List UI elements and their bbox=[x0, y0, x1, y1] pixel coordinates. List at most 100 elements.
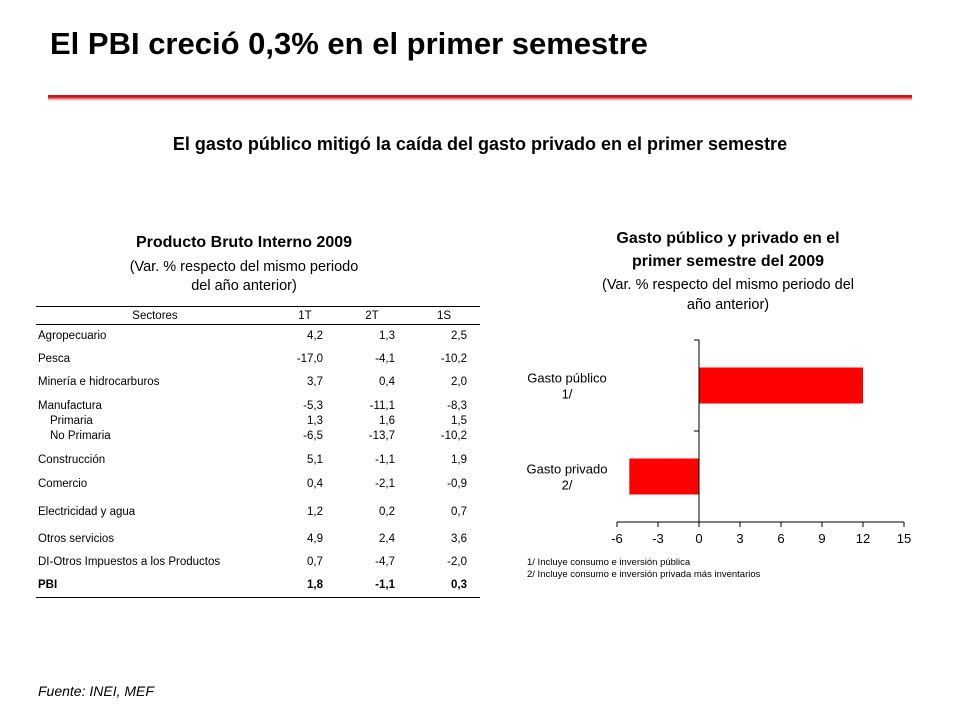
sector-label: Manufactura bbox=[38, 400, 102, 412]
sector-name-cell: Minería e hidrocarburos bbox=[36, 371, 274, 394]
value-cell: -5,3 1,3 -6,5 bbox=[274, 394, 336, 448]
value: 0,4 bbox=[379, 376, 395, 388]
page-title: El PBI creció 0,3% en el primer semestre bbox=[50, 26, 648, 61]
subsector-label: No Primaria bbox=[50, 430, 111, 442]
table-row: Minería e hidrocarburos 3,7 0,4 2,0 bbox=[36, 371, 480, 394]
value: -10,2 bbox=[440, 430, 467, 442]
value: 2,4 bbox=[379, 533, 395, 545]
value-cell: 4,9 bbox=[274, 524, 336, 551]
value: -17,0 bbox=[296, 353, 323, 365]
table-total-row: PBI 1,8 -1,1 0,3 bbox=[36, 574, 480, 598]
sector-label: Agropecuario bbox=[38, 330, 107, 342]
value: 0,7 bbox=[307, 556, 323, 568]
value: 2,0 bbox=[451, 376, 467, 388]
value: 1,3 bbox=[307, 415, 323, 427]
value: 3,7 bbox=[307, 376, 323, 388]
value-cell: 2,0 bbox=[408, 371, 480, 394]
x-tick-label: -6 bbox=[611, 531, 623, 546]
value-cell: -10,2 bbox=[408, 348, 480, 371]
sector-label: DI-Otros Impuestos a los Productos bbox=[38, 556, 221, 568]
table-row: Comercio 0,4 -2,1 -0,9 bbox=[36, 472, 480, 496]
subsector-label: Primaria bbox=[50, 415, 93, 427]
value: 3,6 bbox=[451, 533, 467, 545]
value-cell: 1,9 bbox=[408, 448, 480, 472]
category-label: Gasto privado bbox=[527, 462, 608, 477]
table-subtitle: (Var. % respecto del mismo periodo del a… bbox=[40, 258, 448, 296]
chart-subtitle: (Var. % respecto del mismo periodo del a… bbox=[556, 275, 900, 315]
value: 0,4 bbox=[307, 478, 323, 490]
value-cell: 3,7 bbox=[274, 371, 336, 394]
value-cell: 0,7 bbox=[274, 551, 336, 574]
sector-name-cell: Electricidad y agua bbox=[36, 496, 274, 524]
value-cell: 3,6 bbox=[408, 524, 480, 551]
table-row: Electricidad y agua 1,2 0,2 0,7 bbox=[36, 496, 480, 524]
header-2t: 2T bbox=[336, 306, 408, 325]
x-tick-label: 15 bbox=[897, 531, 911, 546]
sector-label: Electricidad y agua bbox=[38, 506, 136, 518]
table-row: Otros servicios 4,9 2,4 3,6 bbox=[36, 524, 480, 551]
value-cell: -2,1 bbox=[336, 472, 408, 496]
sector-label: Construcción bbox=[38, 454, 106, 466]
sector-label: Otros servicios bbox=[38, 533, 115, 545]
value: 0,7 bbox=[451, 506, 467, 518]
x-tick-label: 3 bbox=[736, 531, 743, 546]
x-tick-label: 9 bbox=[818, 531, 825, 546]
value: 2,5 bbox=[451, 330, 467, 342]
value: -0,9 bbox=[447, 478, 467, 490]
value: 1,3 bbox=[379, 330, 395, 342]
table-row: Agropecuario 4,2 1,3 2,5 bbox=[36, 325, 480, 349]
value: -4,1 bbox=[375, 353, 395, 365]
value-cell: -1,1 bbox=[336, 448, 408, 472]
value-cell: 2,5 bbox=[408, 325, 480, 349]
sector-name-cell: Agropecuario bbox=[36, 325, 274, 349]
value-cell: 0,2 bbox=[336, 496, 408, 524]
value: 1,2 bbox=[307, 506, 323, 518]
value: 5,1 bbox=[307, 454, 323, 466]
chart-footnote: 1/ Incluye consumo e inversión pública bbox=[527, 557, 691, 568]
value: -13,7 bbox=[368, 430, 395, 442]
value-cell: 5,1 bbox=[274, 448, 336, 472]
total-value: 1,8 bbox=[274, 574, 336, 598]
value: 1,6 bbox=[379, 415, 395, 427]
sector-name-cell: DI-Otros Impuestos a los Productos bbox=[36, 551, 274, 574]
total-label: PBI bbox=[36, 574, 274, 598]
header-1t: 1T bbox=[274, 306, 336, 325]
bar-1 bbox=[629, 458, 699, 495]
value: -1,1 bbox=[375, 454, 395, 466]
sector-label: Comercio bbox=[38, 478, 88, 490]
table-row: Manufactura Primaria No Primaria -5,3 1,3 -6,… bbox=[36, 394, 480, 448]
chart-title-line2: primer semestre del 2009 bbox=[631, 253, 825, 270]
header-sectores: Sectores bbox=[36, 306, 274, 325]
value: -4,7 bbox=[375, 556, 395, 568]
value-cell: -17,0 bbox=[274, 348, 336, 371]
x-tick-label: 12 bbox=[856, 531, 870, 546]
table-row: Construcción 5,1 -1,1 1,9 bbox=[36, 448, 480, 472]
table-title: Producto Bruto Interno 2009 bbox=[135, 234, 353, 251]
value-cell: -11,1 1,6 -13,7 bbox=[336, 394, 408, 448]
value: -11,1 bbox=[369, 400, 395, 412]
value-cell: -2,0 bbox=[408, 551, 480, 574]
value-cell: 4,2 bbox=[274, 325, 336, 349]
value: 1,5 bbox=[451, 415, 467, 427]
value: -2,0 bbox=[447, 556, 467, 568]
sector-table: Sectores 1T 2T 1S Agropecuario 4,2 1,3 2,5 P… bbox=[36, 306, 480, 598]
value-cell: 0,4 bbox=[274, 472, 336, 496]
x-tick-label: 6 bbox=[777, 531, 784, 546]
value-cell: 2,4 bbox=[336, 524, 408, 551]
value: 4,2 bbox=[307, 330, 323, 342]
value-cell: -0,9 bbox=[408, 472, 480, 496]
total-value: -1,1 bbox=[336, 574, 408, 598]
header-1s: 1S bbox=[408, 306, 480, 325]
chart-footnote: 2/ Incluye consumo e inversión privada m… bbox=[527, 569, 761, 580]
chart-subtitle-line2: año anterior) bbox=[686, 297, 770, 313]
value: 4,9 bbox=[307, 533, 323, 545]
value: -5,3 bbox=[303, 400, 323, 412]
value: -10,2 bbox=[440, 353, 467, 365]
value: -2,1 bbox=[375, 478, 395, 490]
table-row: Pesca -17,0 -4,1 -10,2 bbox=[36, 348, 480, 371]
table-row: DI-Otros Impuestos a los Productos 0,7 -4,… bbox=[36, 551, 480, 574]
category-label: Gasto público bbox=[527, 371, 607, 386]
table-subtitle-line2: del año anterior) bbox=[191, 278, 297, 294]
bar-0 bbox=[699, 367, 863, 404]
